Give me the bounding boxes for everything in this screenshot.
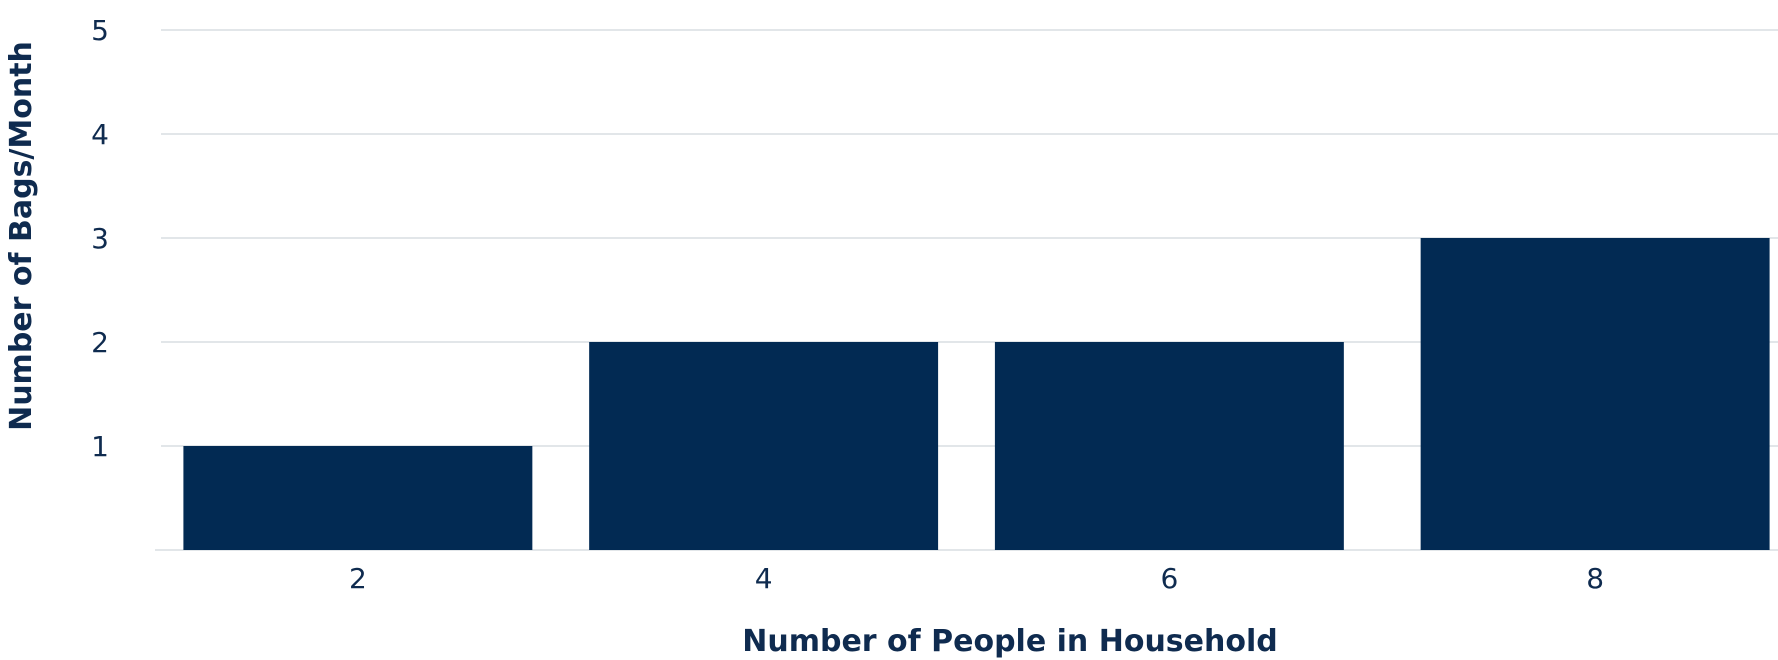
bar-4 bbox=[589, 342, 939, 550]
y-tick-label: 4 bbox=[91, 118, 109, 151]
y-tick-label: 2 bbox=[91, 326, 109, 359]
y-tick-label: 5 bbox=[91, 14, 109, 47]
y-tick-label: 1 bbox=[91, 430, 109, 463]
y-axis-title: Number of Bags/Month bbox=[4, 41, 39, 431]
bar-8 bbox=[1420, 238, 1770, 550]
bar-6 bbox=[994, 342, 1344, 550]
x-tick-label: 2 bbox=[349, 562, 367, 595]
bar-2 bbox=[183, 446, 533, 550]
x-tick-label: 4 bbox=[755, 562, 773, 595]
x-tick-label: 6 bbox=[1160, 562, 1178, 595]
y-axis-ticks: 1 2 3 4 5 bbox=[91, 14, 109, 463]
x-axis-ticks: 2 4 6 8 bbox=[349, 562, 1604, 595]
x-axis-title: Number of People in Household bbox=[742, 624, 1277, 659]
x-tick-label: 8 bbox=[1586, 562, 1604, 595]
bars bbox=[183, 238, 1770, 550]
y-tick-label: 3 bbox=[91, 222, 109, 255]
